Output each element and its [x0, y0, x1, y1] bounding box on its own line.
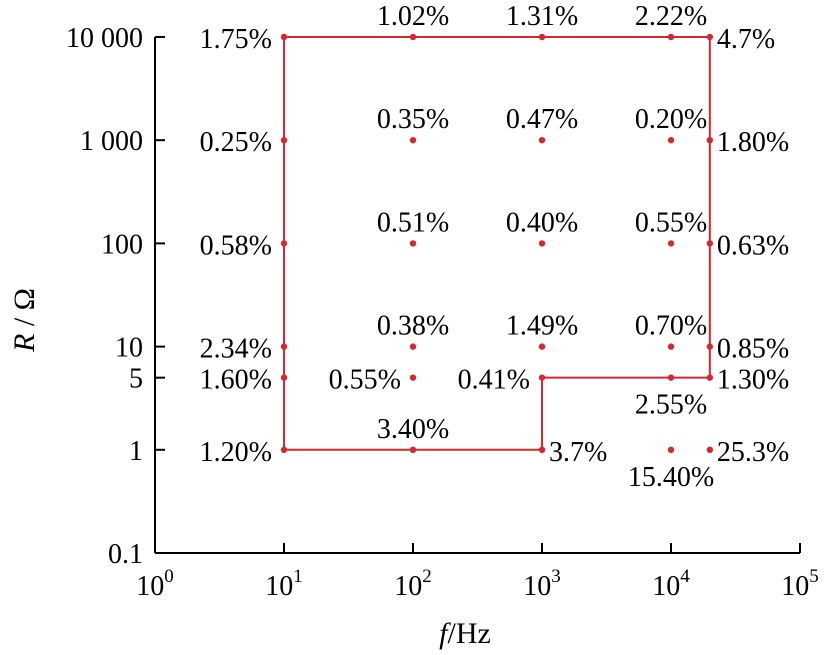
data-label: 1.31%	[506, 1, 578, 32]
y-tick-label: 100	[101, 229, 143, 260]
data-point	[667, 33, 675, 41]
data-label: 25.3%	[717, 437, 789, 468]
data-point	[538, 446, 546, 453]
data-label: 0.51%	[377, 207, 449, 238]
y-tick-label: 1 000	[80, 126, 143, 157]
x-tick-label: 101	[265, 566, 303, 602]
data-label: 0.70%	[635, 311, 707, 342]
data-point	[706, 343, 714, 350]
data-point	[280, 137, 288, 144]
data-label: 4.7%	[717, 24, 775, 55]
x-axis-title: f/Hz	[439, 617, 491, 650]
data-label: 0.47%	[506, 104, 578, 135]
data-point	[409, 446, 417, 453]
data-point	[706, 137, 714, 144]
axes	[154, 37, 800, 554]
data-label: 1.75%	[200, 24, 272, 55]
data-point	[667, 343, 675, 350]
data-label: 15.40%	[628, 462, 714, 493]
data-point	[667, 137, 675, 144]
x-tick-label: 105	[781, 566, 819, 602]
data-label: 1.60%	[200, 365, 272, 396]
x-ticks: 100 101 102 103 104 105	[136, 543, 819, 602]
data-label: 0.58%	[200, 230, 272, 261]
data-label: 2.22%	[635, 1, 707, 32]
x-tick-label: 100	[136, 566, 174, 602]
y-tick-label: 10 000	[66, 23, 143, 54]
data-label: 1.49%	[506, 311, 578, 342]
y-tick-label: 10	[115, 333, 143, 364]
data-label: 1.02%	[377, 1, 449, 32]
data-point	[409, 374, 417, 381]
data-label: 0.55%	[329, 365, 401, 396]
data-label: 0.85%	[717, 334, 789, 365]
data-label: 2.55%	[635, 390, 707, 421]
data-label: 0.38%	[377, 311, 449, 342]
data-label: 0.35%	[377, 104, 449, 135]
y-tick-label: 0.1	[108, 539, 143, 570]
data-point	[280, 240, 288, 247]
data-point	[280, 343, 288, 350]
data-point	[538, 343, 546, 350]
data-label: 3.7%	[549, 437, 607, 468]
y-tick-label: 1	[129, 436, 143, 467]
data-point	[706, 240, 714, 247]
data-label: 1.30%	[717, 365, 789, 396]
y-ticks: 0.1 1 510 100 1 000 10 000	[66, 23, 165, 570]
x-tick-label: 104	[652, 566, 690, 602]
data-label: 0.41%	[458, 365, 530, 396]
data-point	[667, 446, 675, 453]
data-point	[706, 374, 714, 381]
data-point	[538, 374, 546, 381]
data-point	[409, 137, 417, 144]
data-point	[280, 33, 288, 41]
data-points	[280, 33, 714, 453]
data-point	[706, 446, 714, 453]
data-label: 0.25%	[200, 127, 272, 158]
data-point	[280, 374, 288, 381]
data-point	[538, 33, 546, 41]
data-point	[538, 137, 546, 144]
data-point	[538, 240, 546, 247]
data-label: 1.80%	[717, 127, 789, 158]
data-label: 3.40%	[377, 414, 449, 445]
data-label: 0.63%	[717, 230, 789, 261]
data-point	[280, 446, 288, 453]
data-labels: 1.75% 1.02% 1.31% 2.22% 4.7% 0.25% 0.35% 0.47% 0…	[200, 1, 789, 493]
data-label: 0.40%	[506, 207, 578, 238]
data-point	[706, 33, 714, 41]
data-point	[409, 240, 417, 247]
data-label: 2.34%	[200, 334, 272, 365]
data-point	[667, 240, 675, 247]
data-point	[409, 33, 417, 41]
y-axis-title: R / Ω	[8, 288, 41, 353]
x-tick-label: 102	[394, 566, 432, 602]
data-label: 0.20%	[635, 104, 707, 135]
data-label: 1.20%	[200, 437, 272, 468]
data-point	[667, 374, 675, 381]
x-tick-label: 103	[523, 566, 561, 602]
y-tick-label: 5	[129, 364, 143, 395]
data-point	[409, 343, 417, 350]
data-label: 0.55%	[635, 207, 707, 238]
